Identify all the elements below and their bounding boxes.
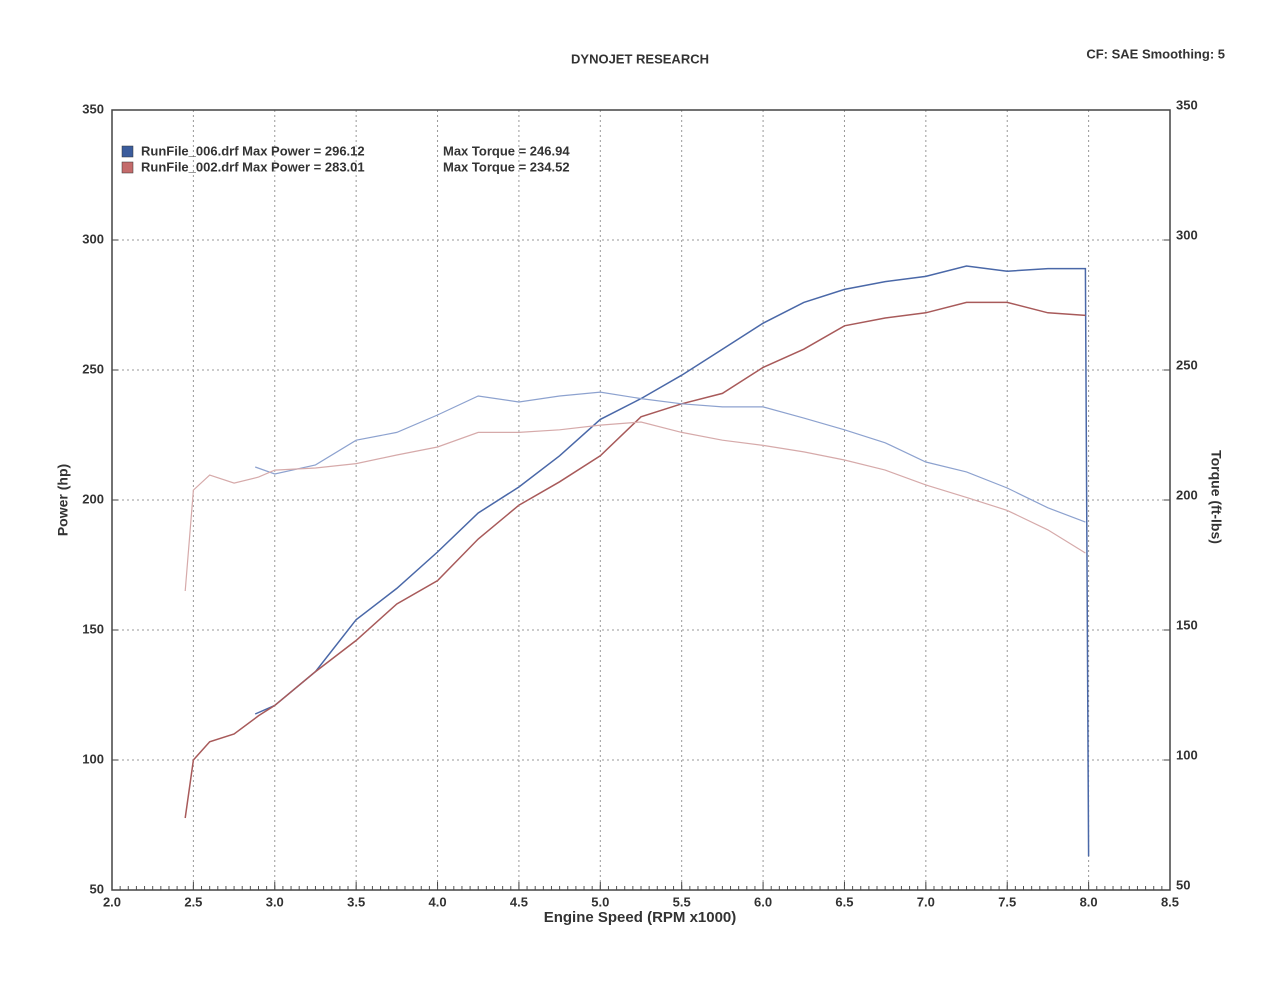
chart-title: DYNOJET RESEARCH [571, 51, 709, 66]
x-tick-label: 3.0 [266, 894, 284, 909]
y-axis-label: Power (hp) [55, 464, 71, 536]
y2-tick-label: 100 [1176, 747, 1198, 762]
y-tick-label: 200 [82, 491, 104, 506]
x-tick-label: 6.5 [835, 894, 853, 909]
plot-frame [111, 109, 1171, 891]
series-line [254, 265, 1090, 857]
y2-tick-label: 350 [1176, 97, 1198, 112]
x-tick-label: 3.5 [347, 894, 365, 909]
legend-swatch [121, 145, 134, 158]
y2-tick-label: 200 [1176, 487, 1198, 502]
x-tick-label: 8.0 [1080, 894, 1098, 909]
legend-label: Max Torque = 234.52 [443, 159, 570, 174]
y-tick-label: 250 [82, 361, 104, 376]
x-tick-label: 4.5 [510, 894, 528, 909]
legend-label: Max Torque = 246.94 [443, 143, 570, 158]
series-line [184, 421, 1086, 592]
y2-tick-label: 150 [1176, 617, 1198, 632]
x-tick-label: 5.0 [591, 894, 609, 909]
x-tick-label: 7.0 [917, 894, 935, 909]
y2-tick-label: 50 [1176, 877, 1190, 892]
series-line [254, 391, 1086, 523]
x-tick-label: 6.0 [754, 894, 772, 909]
x-tick-label: 2.0 [103, 894, 121, 909]
y2-axis-label: Torque (ft-lbs) [1208, 450, 1224, 544]
x-tick-label: 2.5 [184, 894, 202, 909]
chart-subtitle: CF: SAE Smoothing: 5 [1086, 46, 1225, 61]
y-tick-label: 350 [82, 101, 104, 116]
y2-tick-label: 250 [1176, 357, 1198, 372]
y-tick-label: 150 [82, 621, 104, 636]
y-tick-label: 300 [82, 231, 104, 246]
legend-swatch [121, 161, 134, 174]
y2-tick-label: 300 [1176, 227, 1198, 242]
series-line [184, 301, 1086, 819]
x-tick-label: 4.0 [428, 894, 446, 909]
x-tick-label: 8.5 [1161, 894, 1179, 909]
y-tick-label: 100 [82, 751, 104, 766]
x-axis-label: Engine Speed (RPM x1000) [544, 909, 737, 926]
x-tick-label: 7.5 [998, 894, 1016, 909]
legend-label: RunFile_006.drf Max Power = 296.12 [141, 143, 365, 158]
y-tick-label: 50 [90, 881, 104, 896]
x-tick-label: 5.5 [673, 894, 691, 909]
legend-label: RunFile_002.drf Max Power = 283.01 [141, 159, 365, 174]
